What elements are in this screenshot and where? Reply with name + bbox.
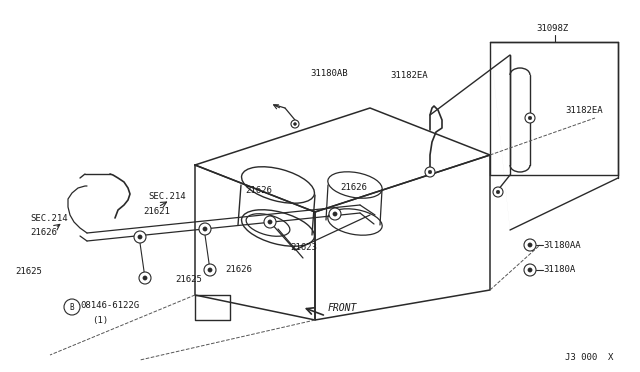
Text: 31180A: 31180A	[543, 266, 575, 275]
Circle shape	[496, 190, 500, 194]
Text: SEC.214: SEC.214	[148, 192, 186, 201]
Text: 21621: 21621	[143, 206, 170, 215]
Circle shape	[204, 264, 216, 276]
Text: SEC.214: SEC.214	[30, 214, 68, 222]
Text: (1): (1)	[92, 315, 108, 324]
Text: 31182EA: 31182EA	[390, 71, 428, 80]
Circle shape	[203, 227, 207, 231]
Circle shape	[528, 243, 532, 247]
Text: 08146-6122G: 08146-6122G	[80, 301, 139, 310]
Circle shape	[208, 268, 212, 272]
Circle shape	[528, 268, 532, 272]
Text: 3l180AA: 3l180AA	[543, 241, 580, 250]
Text: B: B	[70, 302, 74, 311]
Text: 21626: 21626	[245, 186, 272, 195]
Circle shape	[143, 276, 147, 280]
Circle shape	[333, 212, 337, 216]
Text: 31180AB: 31180AB	[310, 68, 348, 77]
Circle shape	[294, 123, 296, 125]
Circle shape	[524, 264, 536, 276]
Circle shape	[199, 223, 211, 235]
Text: 21626: 21626	[30, 228, 57, 237]
Circle shape	[493, 187, 503, 197]
Text: FRONT: FRONT	[328, 303, 357, 313]
Text: 21625: 21625	[15, 267, 42, 276]
Text: 31182EA: 31182EA	[565, 106, 603, 115]
Circle shape	[428, 170, 432, 174]
Circle shape	[525, 113, 535, 123]
Text: 21623: 21623	[290, 244, 317, 253]
Circle shape	[138, 235, 142, 239]
Circle shape	[134, 231, 146, 243]
Text: 31098Z: 31098Z	[536, 23, 568, 32]
Circle shape	[524, 239, 536, 251]
Text: 21626: 21626	[225, 264, 252, 273]
Circle shape	[528, 116, 532, 120]
Text: 21626: 21626	[340, 183, 367, 192]
Circle shape	[139, 272, 151, 284]
Circle shape	[329, 208, 341, 220]
Circle shape	[425, 167, 435, 177]
Text: J3 000  X: J3 000 X	[565, 353, 613, 362]
Circle shape	[268, 220, 272, 224]
Text: 21625: 21625	[175, 276, 202, 285]
Circle shape	[264, 216, 276, 228]
Circle shape	[291, 120, 299, 128]
